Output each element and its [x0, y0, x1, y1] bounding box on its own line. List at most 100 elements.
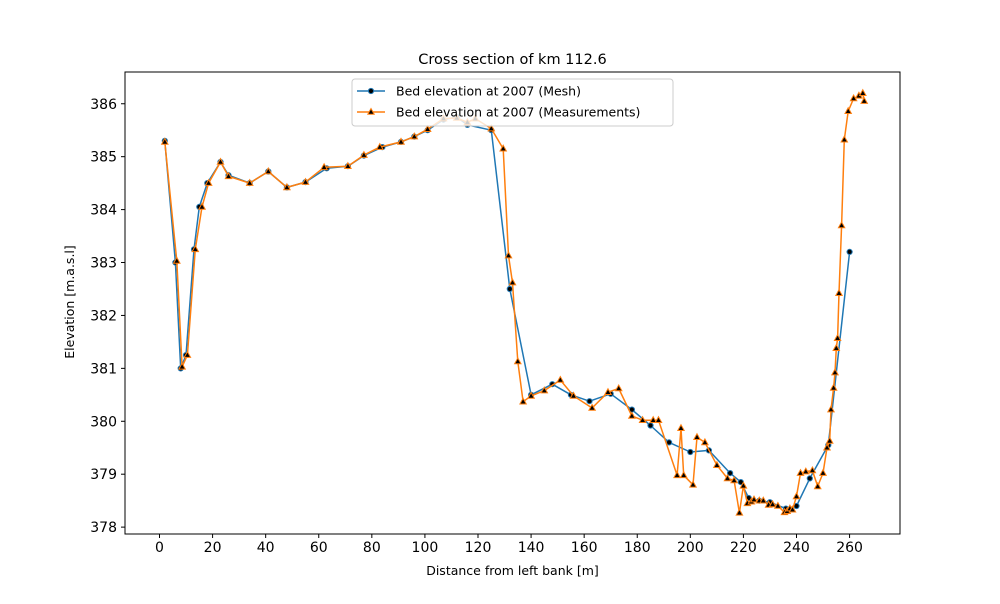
data-point-measurements — [833, 333, 842, 341]
data-point-measurements — [768, 499, 777, 508]
data-point-measurements — [375, 142, 384, 150]
data-point-measurements — [654, 415, 663, 423]
data-point-measurements — [160, 137, 169, 145]
y-tick-label: 381 — [90, 361, 117, 377]
data-point-measurements — [676, 423, 686, 431]
data-point-mesh — [727, 470, 734, 477]
x-tick-label: 20 — [204, 540, 222, 556]
x-tick-label: 240 — [783, 540, 810, 556]
data-point-measurements — [813, 481, 822, 490]
data-point-measurements — [638, 415, 647, 423]
plot-frame — [124, 71, 901, 535]
chart-title: Cross section of km 112.6 — [418, 52, 606, 68]
data-point-measurements — [834, 288, 844, 296]
data-point-measurements — [224, 171, 233, 180]
x-tick-label: 100 — [412, 540, 439, 556]
data-point-measurements — [410, 132, 419, 140]
x-tick-label: 180 — [624, 540, 651, 556]
x-tick-label: 200 — [677, 540, 704, 556]
data-point-measurements — [359, 150, 368, 158]
data-point-measurements — [487, 124, 496, 132]
y-tick-label: 380 — [90, 414, 117, 430]
y-tick-label: 383 — [90, 256, 117, 272]
data-point-measurements — [837, 220, 846, 229]
legend: Bed elevation at 2007 (Mesh) Bed elevati… — [351, 78, 674, 127]
data-point-measurements — [320, 162, 329, 171]
data-point-mesh — [846, 248, 853, 255]
data-point-measurements — [788, 505, 797, 513]
data-point-measurements — [808, 465, 817, 474]
legend-mesh-marker — [367, 87, 375, 95]
legend-measurements-marker — [366, 107, 376, 115]
data-point-measurements — [860, 96, 869, 104]
data-point-measurements — [172, 256, 181, 264]
data-point-measurements — [499, 144, 508, 152]
data-point-measurements — [603, 387, 613, 395]
data-point-measurements — [712, 460, 721, 468]
data-point-measurements — [569, 391, 578, 399]
data-point-measurements — [540, 386, 549, 394]
data-point-measurements — [829, 383, 838, 391]
data-point-measurements — [840, 135, 849, 143]
series-measurements — [160, 88, 869, 516]
data-point-measurements — [735, 508, 744, 516]
data-point-measurements — [679, 470, 688, 479]
data-point-measurements — [556, 375, 565, 383]
data-point-measurements — [527, 391, 536, 399]
data-point-measurements — [282, 182, 291, 191]
data-point-measurements — [832, 343, 841, 351]
data-point-measurements — [513, 356, 522, 365]
data-point-measurements — [792, 491, 801, 500]
y-tick-label: 379 — [90, 467, 117, 483]
y-tick-label: 384 — [90, 203, 117, 219]
data-point-measurements — [723, 473, 732, 482]
y-tick-label: 378 — [90, 520, 117, 536]
data-point-measurements — [826, 405, 836, 413]
data-point-measurements — [343, 161, 352, 169]
data-point-measurements — [649, 415, 658, 423]
x-tick-label: 0 — [155, 540, 164, 556]
x-tick-label: 120 — [465, 540, 492, 556]
data-point-measurements — [614, 383, 623, 392]
data-point-measurements — [301, 177, 310, 185]
data-point-measurements — [759, 496, 768, 504]
legend-measurements-label: Bed elevation at 2007 (Measurements) — [396, 105, 640, 120]
data-point-measurements — [627, 411, 636, 419]
x-tick-label: 260 — [836, 540, 863, 556]
data-point-measurements — [508, 278, 517, 286]
data-point-measurements — [822, 443, 832, 451]
data-point-mesh — [506, 285, 513, 293]
y-tick-label: 386 — [90, 97, 117, 113]
data-point-measurements — [204, 178, 213, 186]
data-point-measurements — [588, 403, 597, 411]
x-tick-label: 160 — [571, 540, 598, 556]
data-point-mesh — [806, 475, 813, 482]
data-point-measurements — [191, 244, 200, 253]
data-point-measurements — [519, 397, 528, 405]
legend-box — [351, 78, 674, 127]
y-tick-label: 385 — [90, 150, 117, 166]
data-point-measurements — [504, 251, 513, 259]
data-point-measurements — [849, 93, 858, 102]
data-point-measurements — [423, 124, 432, 132]
data-point-measurements — [830, 368, 840, 376]
data-point-measurements — [730, 475, 739, 484]
data-point-measurements — [688, 480, 698, 488]
data-point-measurements — [673, 470, 682, 479]
data-point-measurements — [818, 468, 828, 476]
data-point-measurements — [396, 137, 406, 145]
data-point-measurements — [844, 106, 853, 114]
data-point-measurements — [692, 432, 702, 440]
data-point-mesh — [586, 398, 593, 405]
data-point-measurements — [739, 481, 748, 489]
data-point-measurements — [178, 362, 187, 370]
x-axis-label: Distance from left bank [m] — [426, 563, 599, 578]
data-point-mesh — [647, 422, 654, 429]
x-tick-label: 60 — [310, 540, 328, 556]
data-point-measurements — [858, 88, 867, 96]
data-point-measurements — [773, 501, 782, 509]
x-tick-label: 220 — [730, 540, 757, 556]
data-point-measurements — [749, 495, 759, 503]
